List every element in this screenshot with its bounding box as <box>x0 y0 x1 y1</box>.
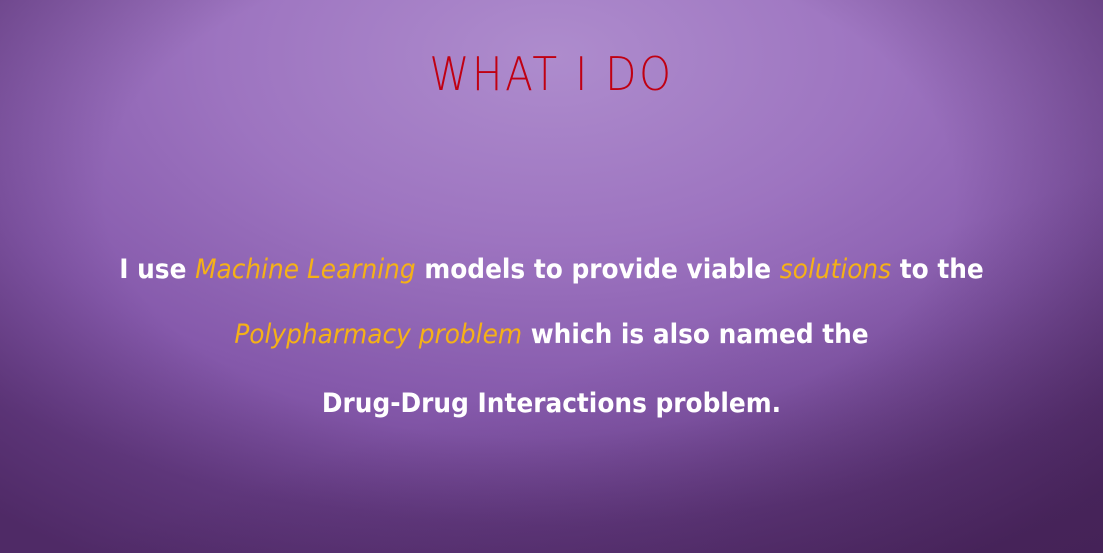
description-line-1: I use Machine Learning models to provide… <box>44 250 1059 290</box>
text-fragment: Drug-Drug Interactions problem. <box>321 388 782 419</box>
highlight-solutions: solutions <box>779 254 892 285</box>
section-title: WHAT I DO <box>429 47 674 101</box>
text-fragment: to the <box>899 254 984 285</box>
text-fragment: I use <box>119 254 187 285</box>
text-fragment: which is also named the <box>530 319 869 350</box>
description-line-2: Polypharmacy problem which is also named… <box>44 315 1059 355</box>
highlight-polypharmacy-problem: Polypharmacy problem <box>234 319 523 350</box>
description-line-3: Drug-Drug Interactions problem. <box>44 384 1059 424</box>
text-fragment: models to provide viable <box>424 254 772 285</box>
highlight-machine-learning: Machine Learning <box>195 254 416 285</box>
